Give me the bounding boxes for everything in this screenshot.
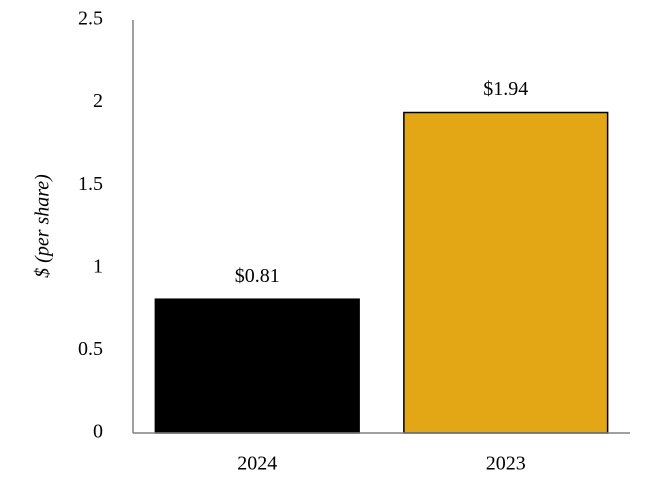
bar: [403, 111, 609, 434]
y-axis-label: $ (per share): [32, 174, 54, 278]
y-tick-label: 0: [93, 421, 103, 443]
value-label: $0.81: [235, 265, 280, 287]
x-tick-label: 2024: [237, 453, 277, 475]
y-tick-label: 1.5: [78, 173, 103, 195]
bar: [154, 298, 360, 434]
y-tick-label: 2.5: [78, 8, 103, 30]
y-tick-label: 2: [93, 90, 103, 112]
y-tick-label: 1: [93, 255, 103, 277]
x-tick-label: 2023: [486, 453, 526, 475]
value-label: $1.94: [483, 78, 528, 100]
y-tick-label: 0.5: [78, 338, 103, 360]
